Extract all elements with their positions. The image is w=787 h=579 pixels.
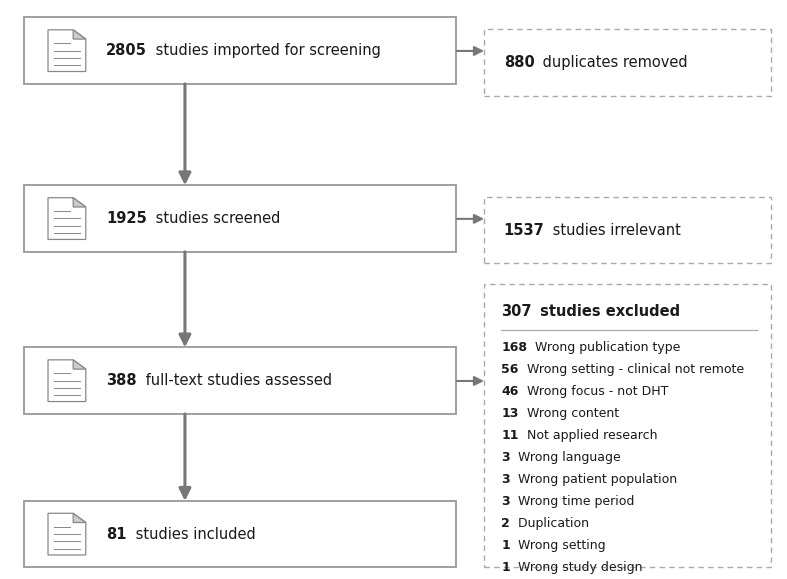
Text: Wrong patient population: Wrong patient population — [514, 473, 677, 486]
Text: Wrong setting: Wrong setting — [514, 539, 606, 552]
Polygon shape — [73, 30, 86, 39]
Text: 3: 3 — [501, 495, 510, 508]
Text: Duplication: Duplication — [514, 517, 589, 530]
Polygon shape — [73, 198, 86, 207]
Text: Wrong language: Wrong language — [514, 451, 621, 464]
FancyBboxPatch shape — [24, 501, 456, 567]
Text: 880: 880 — [504, 55, 534, 69]
Text: Wrong content: Wrong content — [523, 407, 619, 420]
Polygon shape — [48, 514, 86, 555]
FancyBboxPatch shape — [24, 17, 456, 84]
Text: 2: 2 — [501, 517, 510, 530]
Polygon shape — [48, 360, 86, 402]
FancyBboxPatch shape — [24, 185, 456, 252]
Text: 3: 3 — [501, 451, 510, 464]
Text: Wrong study design: Wrong study design — [514, 561, 642, 574]
Text: 1: 1 — [501, 561, 510, 574]
Polygon shape — [48, 30, 86, 72]
Text: studies screened: studies screened — [151, 211, 280, 226]
Text: 3: 3 — [501, 473, 510, 486]
Text: studies excluded: studies excluded — [535, 304, 680, 319]
Text: 1537: 1537 — [504, 223, 545, 237]
Text: 46: 46 — [501, 385, 519, 398]
FancyBboxPatch shape — [484, 284, 771, 567]
Text: Not applied research: Not applied research — [523, 429, 657, 442]
Text: Wrong time period: Wrong time period — [514, 495, 634, 508]
Text: duplicates removed: duplicates removed — [538, 55, 687, 69]
Text: 2805: 2805 — [106, 43, 147, 58]
Text: 388: 388 — [106, 373, 137, 388]
Text: Wrong setting - clinical not remote: Wrong setting - clinical not remote — [523, 363, 744, 376]
Text: Wrong focus - not DHT: Wrong focus - not DHT — [523, 385, 668, 398]
FancyBboxPatch shape — [24, 347, 456, 414]
Text: 81: 81 — [106, 527, 127, 541]
Polygon shape — [73, 360, 86, 369]
FancyBboxPatch shape — [484, 197, 771, 263]
Text: studies imported for screening: studies imported for screening — [151, 43, 381, 58]
Text: studies included: studies included — [131, 527, 256, 541]
Text: 56: 56 — [501, 363, 519, 376]
Polygon shape — [48, 198, 86, 240]
Text: 307: 307 — [501, 304, 532, 319]
Polygon shape — [73, 514, 86, 522]
FancyBboxPatch shape — [484, 29, 771, 96]
Text: 168: 168 — [501, 341, 527, 354]
Text: studies irrelevant: studies irrelevant — [548, 223, 681, 237]
Text: 13: 13 — [501, 407, 519, 420]
Text: full-text studies assessed: full-text studies assessed — [141, 373, 332, 388]
Text: Wrong publication type: Wrong publication type — [531, 341, 681, 354]
Text: 1925: 1925 — [106, 211, 147, 226]
Text: 11: 11 — [501, 429, 519, 442]
Text: 1: 1 — [501, 539, 510, 552]
